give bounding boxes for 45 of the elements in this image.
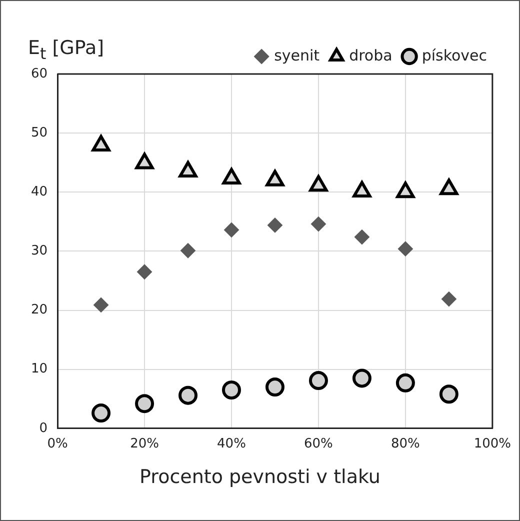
legend-label: syenit: [274, 46, 320, 64]
point: [441, 292, 456, 307]
x-axis-title: Procento pevnosti v tlaku: [138, 466, 382, 488]
point: [352, 181, 372, 198]
y-axis-title: E$_{t}$ [GPa]: [28, 37, 104, 63]
point: [309, 175, 328, 192]
point: [137, 264, 152, 280]
point: [94, 297, 109, 312]
point: [354, 230, 370, 245]
point: [267, 218, 282, 233]
x-tick-label: 20%: [130, 436, 159, 452]
point: [135, 152, 154, 170]
point: [222, 168, 241, 185]
point: [398, 241, 413, 256]
point: [178, 386, 198, 405]
y-tick-label: 40: [30, 184, 48, 200]
point: [178, 160, 198, 178]
point: [396, 182, 415, 198]
point: [180, 243, 196, 258]
point: [352, 368, 372, 388]
x-tick-label: 40%: [217, 436, 246, 452]
y-tick-label: 0: [39, 420, 48, 436]
point: [439, 384, 458, 404]
x-tick-label: 100%: [474, 436, 512, 452]
point: [92, 404, 111, 423]
point: [265, 378, 284, 397]
point: [440, 178, 458, 196]
legend-label: pískovec: [422, 46, 487, 64]
point: [135, 394, 154, 414]
legend-label: droba: [349, 46, 392, 64]
y-tick-label: 60: [30, 66, 48, 82]
point: [224, 222, 239, 238]
x-tick-label: 0%: [47, 436, 68, 452]
point: [396, 373, 415, 392]
y-tick-label: 30: [30, 244, 48, 259]
point: [92, 134, 110, 152]
point: [310, 216, 326, 232]
x-tick-label: 80%: [390, 436, 420, 452]
y-tick-label: 10: [30, 362, 48, 377]
point: [222, 380, 241, 400]
point: [266, 170, 284, 186]
x-tick-label: 60%: [304, 436, 333, 452]
y-tick-label: 50: [30, 125, 48, 140]
point: [308, 371, 328, 390]
y-tick-label: 20: [30, 302, 48, 318]
